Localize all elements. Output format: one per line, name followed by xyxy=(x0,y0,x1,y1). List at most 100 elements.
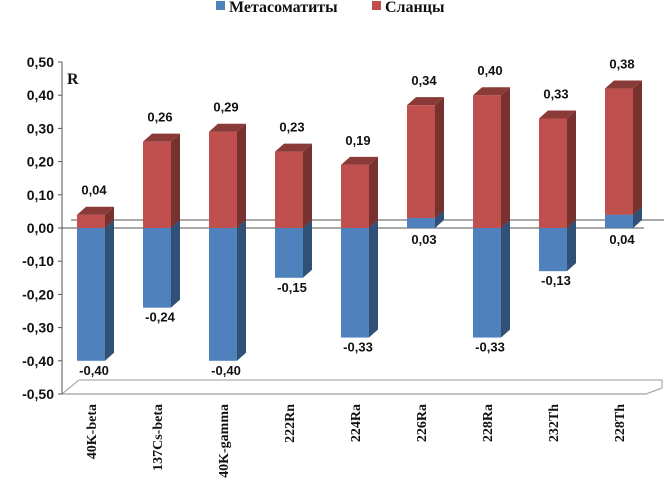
y-tick-label: 0,50 xyxy=(27,54,54,70)
category-label-0: 40K-beta xyxy=(85,404,100,459)
bar-сланцы-4 xyxy=(341,156,378,228)
bar-сланцы-7-side xyxy=(567,110,576,228)
data-label-bottom-8: 0,04 xyxy=(609,232,635,247)
data-label-bottom-7: -0,13 xyxy=(541,273,571,288)
bar-метасоматиты-4-side xyxy=(369,220,378,338)
bar-сланцы-6 xyxy=(473,87,510,228)
bar-метасоматиты-2 xyxy=(209,220,246,361)
category-label-4: 224Ra xyxy=(349,404,364,442)
bar-сланцы-6-side xyxy=(501,87,510,228)
bar-сланцы-5-side xyxy=(435,97,444,219)
bar-сланцы-7 xyxy=(539,110,576,228)
data-label-top-6: 0,40 xyxy=(477,63,502,78)
data-label-bottom-1: -0,24 xyxy=(145,310,175,325)
legend-swatch-series-1 xyxy=(216,1,225,10)
category-label-2: 40K-gamma xyxy=(217,404,232,478)
y-tick-label: -0,40 xyxy=(22,353,54,369)
data-label-top-4: 0,19 xyxy=(345,133,370,148)
bar-сланцы-5-top xyxy=(407,97,444,106)
data-label-bottom-3: -0,15 xyxy=(277,280,307,295)
bar-сланцы-1-front xyxy=(143,141,171,228)
bar-метасоматиты-5-front xyxy=(407,218,435,228)
legend-swatch-series-2 xyxy=(372,1,381,10)
data-label-bottom-0: -0,40 xyxy=(79,363,109,378)
bar-сланцы-8-side xyxy=(633,80,642,215)
bar-сланцы-8-top xyxy=(605,80,642,89)
data-label-top-8: 0,38 xyxy=(609,57,634,72)
bar-сланцы-1 xyxy=(143,133,180,228)
y-axis-label: R xyxy=(67,71,79,88)
bar-сланцы-6-top xyxy=(473,87,510,96)
y-tick-label: -0,20 xyxy=(22,286,54,302)
bar-метасоматиты-7-side xyxy=(567,220,576,272)
data-label-top-7: 0,33 xyxy=(543,86,568,101)
bar-сланцы-0 xyxy=(77,206,114,228)
category-label-1: 137Cs-beta xyxy=(151,404,166,471)
bar-сланцы-2 xyxy=(209,123,246,228)
bar-сланцы-7-front xyxy=(539,118,567,228)
bar-сланцы-3 xyxy=(275,143,312,228)
data-label-top-5: 0,34 xyxy=(411,73,437,88)
category-label-7: 232Th xyxy=(547,404,562,442)
bar-сланцы-5 xyxy=(407,97,444,219)
bar-метасоматиты-1-front xyxy=(143,228,171,308)
bar-сланцы-3-side xyxy=(303,143,312,228)
data-label-top-1: 0,26 xyxy=(147,110,172,125)
y-tick-label: -0,30 xyxy=(22,320,54,336)
chart-floor-plane xyxy=(60,379,663,395)
data-label-top-3: 0,23 xyxy=(279,120,304,135)
bar-метасоматиты-0-front xyxy=(77,228,105,361)
bar-метасоматиты-1-side xyxy=(171,220,180,308)
bars xyxy=(77,80,642,361)
bar-метасоматиты-3-front xyxy=(275,228,303,278)
bar-метасоматиты-8-side xyxy=(633,206,642,228)
category-label-5: 226Ra xyxy=(415,404,430,442)
bar-сланцы-4-front xyxy=(341,164,369,228)
y-tick-label: 0,30 xyxy=(27,120,54,136)
bar-сланцы-8-front xyxy=(605,88,633,215)
y-tick-label: -0,10 xyxy=(22,253,54,269)
y-tick-label: 0,10 xyxy=(27,187,54,203)
y-tick-label: -0,50 xyxy=(22,386,54,402)
category-label-3: 222Rn xyxy=(283,404,298,443)
bar-сланцы-1-top xyxy=(143,133,180,142)
y-tick-label: 0,00 xyxy=(27,220,54,236)
bar-метасоматиты-6 xyxy=(473,220,510,338)
bar-сланцы-7-top xyxy=(539,110,576,119)
bar-сланцы-5-front xyxy=(407,105,435,219)
chart-floor xyxy=(60,379,663,395)
data-label-top-0: 0,04 xyxy=(81,183,107,198)
bar-метасоматиты-3 xyxy=(275,220,312,278)
bar-сланцы-3-front xyxy=(275,151,303,228)
bar-сланцы-0-front xyxy=(77,214,105,228)
bar-сланцы-0-top xyxy=(77,206,114,215)
bar-метасоматиты-2-front xyxy=(209,228,237,361)
category-label-8: 228Th xyxy=(613,404,628,442)
data-label-bottom-4: -0,33 xyxy=(343,340,373,355)
bar-сланцы-3-top xyxy=(275,143,312,152)
bar-сланцы-2-side xyxy=(237,123,246,228)
bar-сланцы-4-side xyxy=(369,156,378,228)
bar-метасоматиты-6-side xyxy=(501,220,510,338)
bar-метасоматиты-4-front xyxy=(341,228,369,338)
bar-метасоматиты-3-side xyxy=(303,220,312,278)
data-labels: 0,04 -0,40 0,26 -0,24 0,29 -0,40 0,23 -0,15 0,19… xyxy=(79,57,635,378)
bar-метасоматиты-2-side xyxy=(237,220,246,361)
bar-метасоматиты-5-side xyxy=(435,210,444,228)
bar-сланцы-1-side xyxy=(171,133,180,228)
bar-сланцы-6-front xyxy=(473,95,501,228)
bar-метасоматиты-7-front xyxy=(539,228,567,272)
bar-метасоматиты-6-front xyxy=(473,228,501,338)
data-label-bottom-2: -0,40 xyxy=(211,363,241,378)
bar-метасоматиты-0 xyxy=(77,220,114,361)
category-labels: 40K-beta 137Cs-beta 40K-gamma 222Rn 224Ra 226… xyxy=(85,404,628,478)
data-label-bottom-6: -0,33 xyxy=(475,340,505,355)
bar-сланцы-0-side xyxy=(105,206,114,228)
y-tick-label: 0,20 xyxy=(27,154,54,170)
bar-метасоматиты-0-side xyxy=(105,220,114,361)
data-label-top-2: 0,29 xyxy=(213,100,238,115)
legend-label-series-1: Метасоматиты xyxy=(229,0,338,16)
y-tick-label: 0,40 xyxy=(27,87,54,103)
bar-сланцы-2-front xyxy=(209,131,237,228)
